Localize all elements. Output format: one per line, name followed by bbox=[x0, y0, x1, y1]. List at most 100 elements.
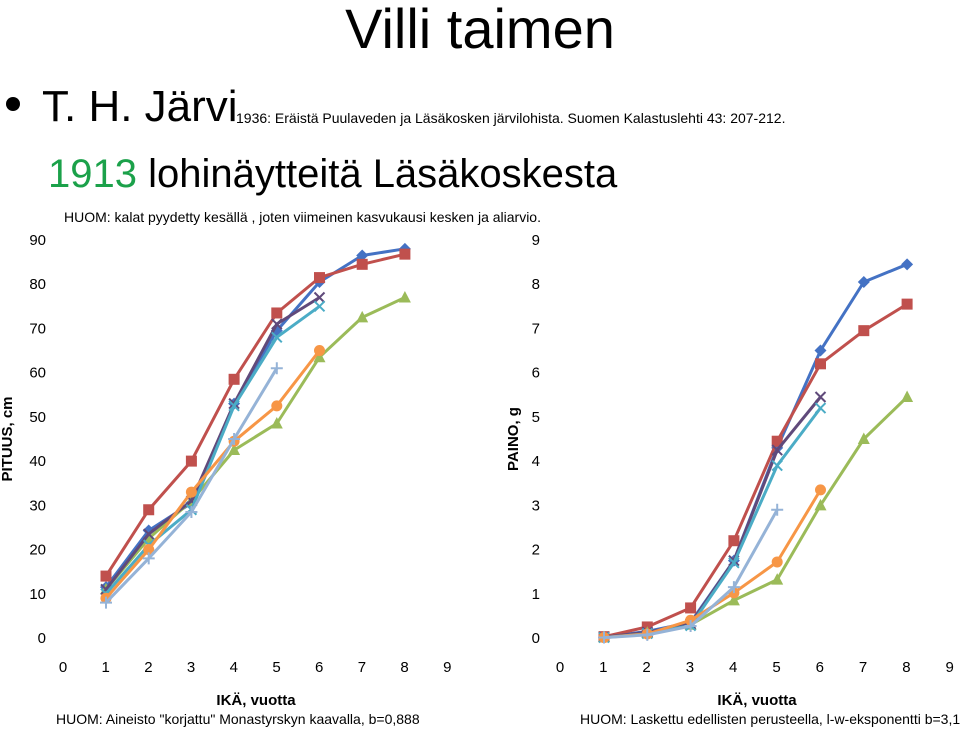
data-point bbox=[142, 528, 155, 540]
data-point bbox=[398, 290, 411, 303]
data-point bbox=[313, 291, 326, 304]
series-line bbox=[104, 349, 321, 600]
y-tick-label: 40 bbox=[29, 453, 46, 470]
data-point bbox=[857, 276, 870, 289]
data-point bbox=[814, 498, 827, 511]
data-point bbox=[727, 581, 740, 594]
y-tick-label: 70 bbox=[29, 320, 46, 337]
x-tick-label: 2 bbox=[642, 659, 650, 676]
subtitle-year: 1913 bbox=[48, 152, 137, 196]
data-point bbox=[314, 345, 325, 357]
author-name: T. H. Järvi bbox=[42, 82, 238, 131]
y-tick-label: 3 bbox=[532, 497, 540, 514]
data-point bbox=[399, 248, 411, 260]
data-point bbox=[142, 552, 155, 565]
x-tick-label: 1 bbox=[599, 659, 607, 676]
data-point bbox=[271, 318, 283, 330]
x-tick-label: 7 bbox=[859, 659, 867, 676]
data-point bbox=[228, 433, 241, 445]
data-point bbox=[858, 325, 870, 337]
y-tick-label: 30 bbox=[29, 497, 46, 514]
y-axis-label: PITUUS, cm bbox=[0, 396, 16, 481]
citation-text: 1936: Eräistä Puulaveden ja Läsäkosken j… bbox=[236, 110, 786, 126]
series-line bbox=[603, 396, 822, 639]
x-tick-label: 2 bbox=[144, 659, 152, 676]
data-point bbox=[228, 443, 241, 456]
data-point bbox=[142, 532, 155, 544]
y-tick-label: 2 bbox=[532, 542, 540, 559]
x-tick-label: 8 bbox=[902, 659, 910, 676]
data-point bbox=[901, 390, 914, 402]
x-tick-label: 9 bbox=[443, 659, 451, 676]
x-tick-label: 3 bbox=[187, 659, 195, 676]
x-tick-label: 1 bbox=[102, 659, 110, 676]
data-point bbox=[771, 573, 784, 585]
y-tick-label: 90 bbox=[29, 232, 46, 249]
y-axis-label: PAINO, g bbox=[505, 407, 522, 471]
data-point bbox=[271, 331, 283, 343]
x-tick-label: 0 bbox=[556, 659, 564, 676]
data-point bbox=[356, 310, 369, 323]
data-point bbox=[684, 620, 697, 633]
length-chart-note: HUOM: Aineisto "korjattu" Monastyrskyn k… bbox=[56, 711, 420, 727]
x-tick-label: 0 bbox=[59, 659, 67, 676]
data-point bbox=[313, 300, 326, 313]
data-point bbox=[685, 602, 697, 614]
y-tick-label: 9 bbox=[532, 232, 540, 249]
data-point bbox=[771, 556, 783, 568]
subtitle-text: lohinäytteitä Läsäkoskesta bbox=[136, 152, 618, 196]
data-point bbox=[728, 535, 740, 547]
y-tick-label: 6 bbox=[532, 365, 540, 382]
y-tick-label: 0 bbox=[532, 630, 540, 647]
x-tick-label: 5 bbox=[272, 659, 280, 676]
series-line bbox=[104, 247, 406, 589]
data-point bbox=[771, 459, 783, 472]
data-point bbox=[641, 628, 654, 641]
x-tick-label: 4 bbox=[230, 659, 238, 676]
data-point bbox=[771, 444, 783, 456]
x-tick-label: 4 bbox=[729, 659, 737, 676]
data-point bbox=[100, 596, 112, 609]
data-point bbox=[901, 258, 914, 271]
x-axis-label: IKÄ, vuotta bbox=[216, 692, 296, 709]
series-line bbox=[104, 305, 321, 595]
series-6 bbox=[598, 484, 826, 644]
x-tick-label: 6 bbox=[315, 659, 323, 676]
chart-2: 0 1 2 3 4 5 6 7 8 9 0 1 2 3 4 5 6 7 8 9 IKÄ, vuotta PAINO, g bbox=[505, 232, 954, 709]
series-line bbox=[603, 302, 908, 639]
data-point bbox=[598, 631, 610, 644]
data-point bbox=[143, 544, 155, 556]
y-tick-label: 50 bbox=[29, 409, 46, 426]
data-point bbox=[814, 344, 827, 357]
y-tick-label: 10 bbox=[29, 586, 46, 603]
data-point bbox=[270, 417, 283, 429]
data-point bbox=[857, 432, 870, 444]
data-point bbox=[815, 358, 826, 370]
x-tick-label: 8 bbox=[400, 659, 408, 676]
data-point bbox=[901, 298, 913, 310]
y-tick-label: 8 bbox=[532, 276, 540, 293]
y-tick-label: 20 bbox=[29, 542, 46, 559]
data-point bbox=[815, 484, 826, 496]
data-point bbox=[356, 249, 369, 262]
data-point bbox=[100, 570, 112, 582]
bullet-dot-icon bbox=[6, 97, 20, 111]
slide-title: Villi taimen bbox=[345, 0, 615, 60]
series-line bbox=[603, 407, 822, 640]
x-tick-label: 5 bbox=[772, 659, 780, 676]
data-point bbox=[185, 455, 197, 467]
data-point bbox=[814, 391, 827, 403]
series-1 bbox=[598, 258, 914, 644]
data-point bbox=[228, 373, 240, 385]
y-tick-label: 60 bbox=[29, 365, 46, 382]
x-tick-label: 3 bbox=[686, 659, 694, 676]
x-tick-label: 9 bbox=[946, 659, 954, 676]
data-point bbox=[313, 350, 326, 363]
data-point bbox=[771, 503, 784, 516]
series-line bbox=[104, 296, 406, 591]
data-point bbox=[814, 402, 827, 414]
series-2 bbox=[100, 248, 411, 582]
x-axis-label: IKÄ, vuotta bbox=[717, 692, 797, 709]
data-point bbox=[270, 362, 283, 375]
